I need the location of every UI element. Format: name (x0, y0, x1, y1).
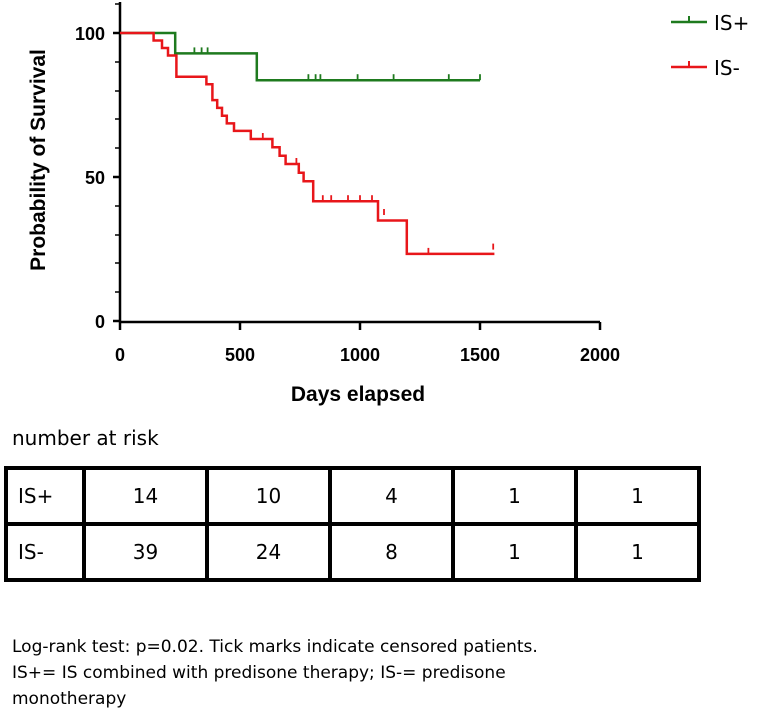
x-tick-label: 0 (115, 345, 125, 365)
x-axis-title: Days elapsed (291, 383, 425, 406)
x-tick-label: 1500 (460, 345, 500, 365)
risk-table: IS+ 14 10 4 1 1 IS- 39 24 8 1 1 (4, 466, 701, 582)
risk-cell: 1 (451, 466, 578, 526)
risk-cell: 8 (328, 522, 455, 582)
survival-chart: 0 50 100 0 500 1000 1500 2000 Days elaps… (27, 2, 749, 406)
footnote-line: Log-rank test: p=0.02. Tick marks indica… (12, 637, 538, 657)
risk-table-title: number at risk (12, 426, 159, 450)
y-axis: 0 50 100 (75, 2, 122, 332)
y-tick-label: 100 (75, 24, 105, 44)
x-tick-label: 2000 (580, 345, 620, 365)
legend: IS+ IS- (671, 11, 749, 80)
legend-label-is-plus: IS+ (714, 11, 749, 35)
plot-area (120, 31, 495, 256)
y-tick-label: 0 (95, 312, 105, 332)
risk-cell: 1 (574, 522, 701, 582)
footnote-line: monotherapy (12, 689, 127, 709)
risk-cell: 24 (205, 522, 332, 582)
risk-cell: 10 (205, 466, 332, 526)
footnote-line: IS+= IS combined with predisone therapy;… (12, 663, 506, 683)
series-line-is-plus (120, 31, 480, 82)
risk-cell: 1 (574, 466, 701, 526)
x-axis: 0 500 1000 1500 2000 (115, 320, 620, 365)
footnote: Log-rank test: p=0.02. Tick marks indica… (12, 634, 752, 712)
risk-row-label: IS- (4, 522, 86, 582)
x-tick-label: 1000 (340, 345, 380, 365)
risk-cell: 1 (451, 522, 578, 582)
legend-label-is-minus: IS- (714, 56, 740, 80)
y-axis-title: Probability of Survival (27, 49, 50, 271)
risk-cell: 39 (82, 522, 209, 582)
risk-row-is-plus: IS+ 14 10 4 1 1 (4, 466, 701, 526)
series-line-is-minus (120, 31, 495, 256)
risk-row-label: IS+ (4, 466, 86, 526)
x-tick-label: 500 (225, 345, 255, 365)
risk-row-is-minus: IS- 39 24 8 1 1 (4, 522, 701, 582)
risk-cell: 14 (82, 466, 209, 526)
risk-cell: 4 (328, 466, 455, 526)
y-tick-label: 50 (85, 168, 105, 188)
